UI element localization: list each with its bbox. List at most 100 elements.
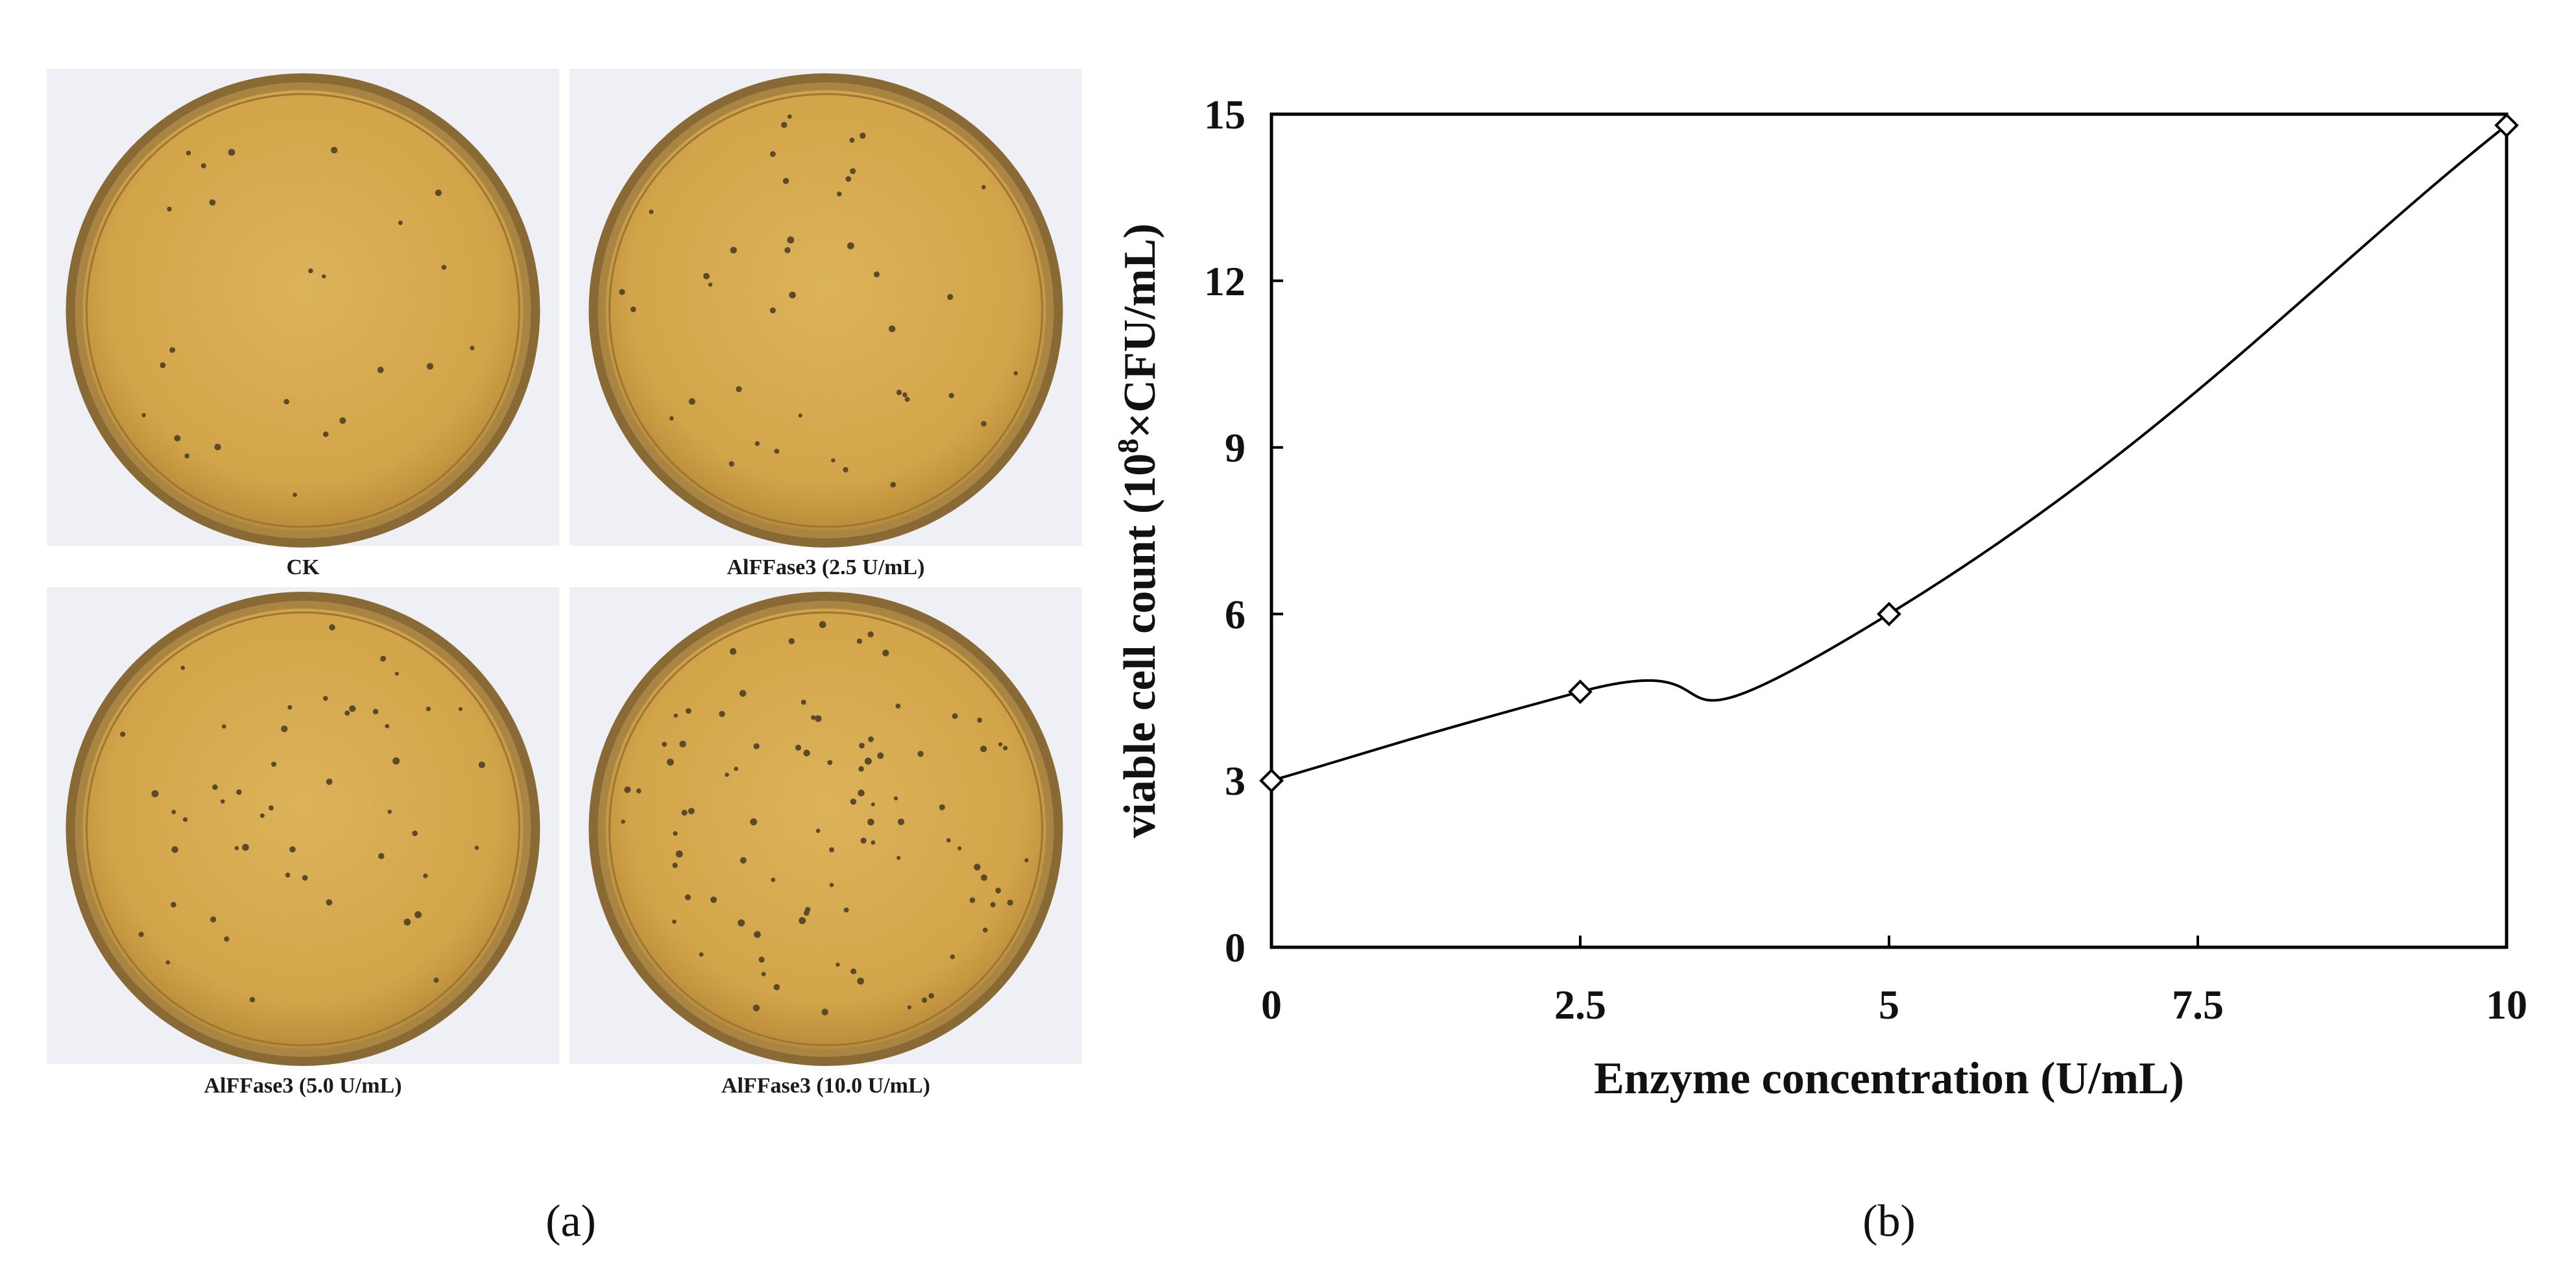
colony-dot (858, 789, 865, 797)
colony-dot (803, 910, 810, 916)
colony-dot (897, 856, 901, 860)
x-axis-title: Enzyme concentration (U/mL) (1594, 1054, 2184, 1104)
plot-frame (1270, 112, 2509, 949)
colony-dot (214, 443, 221, 451)
colony-dot (151, 790, 159, 797)
plate-agar (82, 90, 524, 531)
plate-agar (82, 609, 524, 1049)
colony-dot (781, 121, 788, 128)
colony-dot (895, 703, 901, 709)
plate-cell: CK (47, 69, 559, 579)
colony-dot (228, 149, 235, 156)
colony-dot (287, 705, 293, 710)
colony-dot (672, 862, 678, 868)
data-point-diamond (1259, 768, 1284, 793)
colony-dot (141, 413, 146, 418)
colony-dot (281, 725, 288, 732)
colony-dot (800, 699, 806, 705)
colony-dot (860, 838, 867, 844)
panel-b-label: (b) (1862, 1196, 1916, 1246)
colony-dot (212, 784, 218, 790)
plate-agar (605, 609, 1046, 1049)
colony-dot (771, 877, 776, 882)
colony-dot (754, 931, 761, 938)
colony-dot (703, 272, 710, 280)
colony-dot (624, 786, 631, 793)
colony-dot (734, 766, 738, 771)
colony-dot (289, 846, 296, 853)
colony-dot (867, 631, 874, 638)
colony-dot (377, 367, 384, 374)
colony-dot (283, 398, 289, 405)
colony-dot (859, 742, 865, 749)
colony-dot (788, 638, 795, 644)
y-tick-label: 6 (1225, 591, 1246, 637)
colony-dot (837, 191, 842, 197)
colony-dot (249, 997, 256, 1002)
colony-dot (403, 918, 411, 926)
colony-dot (969, 897, 976, 903)
colony-dot (688, 398, 695, 406)
colony-dot (224, 936, 230, 942)
colony-dot (799, 917, 806, 925)
colony-dot (672, 919, 677, 924)
plate-cell: AlFFase3 (10.0 U/mL) (570, 587, 1082, 1098)
colony-dot (171, 846, 178, 853)
colony-dot (782, 178, 789, 184)
colony-dot (882, 649, 889, 657)
colony-dot (738, 919, 745, 926)
plate-inner-ring (608, 93, 1043, 528)
colony-dot (302, 875, 308, 881)
colony-dot (1003, 745, 1008, 751)
colony-dot (860, 132, 866, 139)
colony-dot (441, 265, 447, 270)
colony-dot (221, 724, 226, 729)
colony-dot (666, 758, 674, 766)
colony-dot (285, 873, 291, 878)
colony-dot (873, 271, 880, 278)
plate-label: AlFFase3 (10.0 U/mL) (721, 1074, 930, 1098)
colony-dot (977, 717, 983, 723)
colony-dot (426, 363, 433, 370)
colony-dot (871, 802, 875, 806)
colony-dot (167, 206, 172, 212)
plate-cell: AlFFase3 (5.0 U/mL) (47, 587, 559, 1098)
colony-dot (209, 199, 216, 206)
colony-dot (679, 740, 686, 748)
colony-dot (242, 843, 249, 851)
x-tick-label: 5 (1879, 982, 1899, 1028)
colony-dot (710, 896, 717, 903)
colony-dot (699, 952, 704, 957)
colony-dot (982, 927, 988, 933)
colony-dot (819, 621, 826, 629)
plate-inner-ring (86, 93, 520, 528)
colony-dot (815, 829, 821, 833)
plate-label: AlFFase3 (5.0 U/mL) (204, 1074, 402, 1098)
colony-dot (877, 752, 884, 759)
y-tick-label: 15 (1204, 91, 1246, 138)
colony-dot (138, 932, 144, 938)
colony-dot (180, 666, 186, 670)
plate-inner-ring (86, 611, 520, 1047)
colony-dot (725, 772, 729, 777)
colonies (120, 624, 485, 1002)
colony-dot (789, 291, 796, 299)
colony-dot (836, 962, 840, 967)
colony-dot (184, 453, 190, 459)
colony-dot (378, 853, 385, 860)
colony-dot (750, 818, 758, 826)
colony-dot (939, 804, 945, 810)
colony-dot (621, 819, 625, 824)
series-markers (1259, 113, 2519, 793)
colony-dot (787, 114, 792, 119)
data-point-diamond (1568, 679, 1593, 705)
colony-dot (811, 715, 816, 720)
colony-dot (210, 916, 217, 923)
colony-dot (662, 742, 668, 747)
colony-dot (673, 713, 678, 718)
colony-dot (259, 813, 265, 818)
colony-dot (271, 761, 277, 767)
colony-dot (685, 708, 692, 714)
colony-dot (957, 846, 962, 851)
colony-dot (673, 831, 678, 836)
